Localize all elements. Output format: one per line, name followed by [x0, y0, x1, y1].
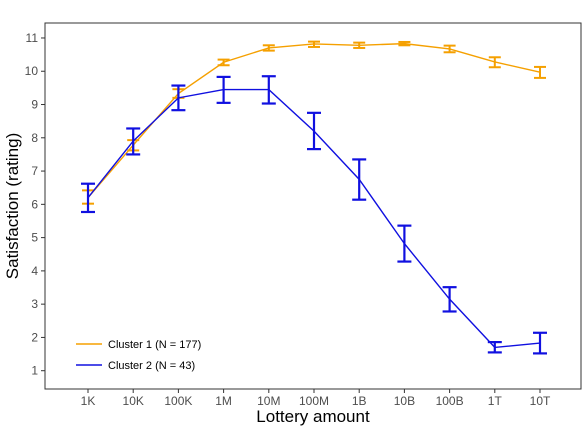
x-tick-label: 100M	[299, 394, 329, 408]
y-tick-label: 4	[31, 264, 38, 278]
series-2-error-bar	[126, 127, 141, 156]
series-2-error-bar	[442, 286, 457, 313]
series-layer	[81, 40, 547, 355]
y-tick-label: 5	[31, 231, 38, 245]
x-tick-label: 100K	[164, 394, 192, 408]
legend-label-2: Cluster 2 (N = 43)	[108, 360, 195, 372]
y-tick-label: 10	[25, 64, 39, 78]
series-2-error-bar	[487, 340, 502, 354]
x-tick-label: 1M	[215, 394, 232, 408]
series-1-error-bar	[217, 58, 230, 67]
series-1-error-bar	[443, 44, 456, 54]
series-2-error-bar	[307, 111, 321, 151]
y-tick-label: 8	[31, 131, 38, 145]
y-tick-label: 11	[26, 31, 39, 45]
series-1-error-bar	[488, 56, 501, 69]
series-1-error-bar	[534, 65, 546, 79]
x-tick-label: 10B	[394, 394, 415, 408]
series-1-error-bar	[262, 44, 275, 52]
y-tick-label: 6	[31, 197, 38, 211]
series-1-error-bar	[353, 41, 366, 49]
legend: Cluster 1 (N = 177) Cluster 2 (N = 43)	[76, 339, 201, 372]
y-tick-label: 9	[31, 98, 38, 112]
y-tick-label: 1	[31, 364, 38, 378]
x-tick-label: 100B	[436, 394, 464, 408]
y-axis-title: Satisfaction (rating)	[3, 133, 22, 279]
series-2-error-bar	[261, 75, 276, 105]
series-2-error-bar	[171, 84, 186, 112]
series-2-error-bar	[352, 158, 367, 201]
series-1	[82, 40, 546, 205]
x-tick-label: 1K	[81, 394, 96, 408]
x-axis-title: Lottery amount	[256, 407, 370, 426]
series-1-error-bar	[398, 40, 411, 47]
y-tick-label: 3	[31, 297, 38, 311]
series-2-error-bar	[533, 331, 547, 355]
series-1-error-bar	[308, 40, 320, 48]
x-tick-label: 1B	[352, 394, 367, 408]
series-2-error-bar	[397, 224, 412, 263]
series-2-error-bar	[81, 182, 95, 214]
legend-label-1: Cluster 1 (N = 177)	[108, 339, 201, 351]
axes-layer: 1 2 3 4 5 6 7 8 9 10 11 1K 10K 100K 1M 10M 100M 1B 10B 100B…	[25, 31, 551, 408]
x-tick-label: 10M	[257, 394, 280, 408]
plot-panel	[44, 22, 582, 390]
y-tick-label: 7	[31, 164, 38, 178]
x-tick-label: 1T	[488, 394, 503, 408]
series-2	[81, 75, 547, 355]
y-tick-label: 2	[31, 330, 38, 344]
x-tick-label: 10T	[530, 394, 551, 408]
series-2-error-bar	[216, 75, 231, 104]
x-tick-label: 10K	[123, 394, 144, 408]
